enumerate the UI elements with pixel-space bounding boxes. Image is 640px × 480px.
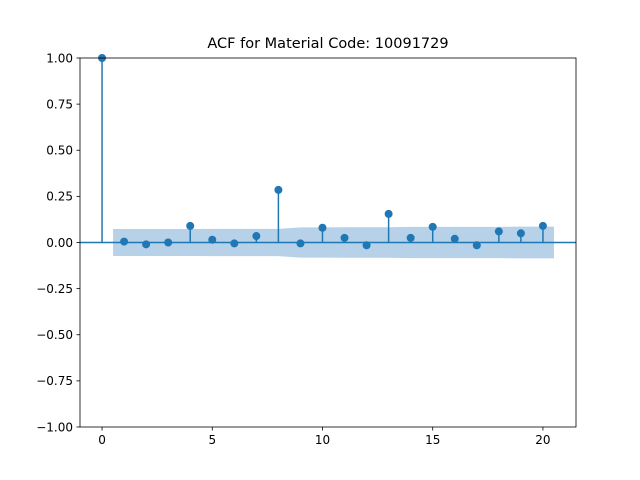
acf-stem-lag-8 [274,185,283,243]
stem-marker [274,185,283,194]
stem-marker [516,229,525,238]
acf-stem-lag-1 [120,237,129,246]
acf-stem-lag-11 [340,233,349,243]
x-tick-label: 15 [425,433,440,447]
acf-stem-lag-9 [296,239,305,248]
acf-stem-lag-20 [538,221,547,243]
acf-stem-lag-2 [142,240,151,249]
x-tick: 10 [315,427,330,447]
stem-marker [230,239,239,248]
stem-marker [296,239,305,248]
acf-stem-lag-0 [98,54,107,243]
y-tick: −1.00 [36,420,80,434]
x-axis-ticks: 0 5 10 15 20 [98,427,551,447]
y-tick: 0.50 [46,144,80,158]
acf-stem-lag-7 [252,232,261,243]
stem-marker [450,234,459,243]
stem-marker [428,222,437,231]
x-tick-label: 0 [98,433,106,447]
x-tick-label: 10 [315,433,330,447]
y-tick: 0.25 [46,190,80,204]
stem-marker [362,241,371,250]
y-tick-label: 0.75 [46,97,73,111]
y-tick-label: −1.00 [36,420,73,434]
acf-stem-lag-13 [384,209,393,243]
acf-stem-lag-16 [450,234,459,243]
y-tick-label: −0.75 [36,374,73,388]
acf-stem-lag-14 [406,233,415,243]
acf-stem-lag-18 [494,227,503,243]
stem-marker [252,232,261,241]
stem-marker [208,235,217,244]
acf-stem-lag-15 [428,222,437,243]
y-tick: 1.00 [46,51,80,65]
stem-marker [318,223,327,232]
y-tick: −0.75 [36,374,80,388]
stem-marker [164,238,173,247]
y-tick-label: 0.50 [46,144,73,158]
y-tick: 0.75 [46,97,80,111]
x-tick: 5 [208,427,216,447]
y-tick: 0.00 [46,236,80,250]
x-tick-label: 5 [208,433,216,447]
stem-marker [384,209,393,218]
x-tick: 0 [98,427,106,447]
stem-marker [494,227,503,236]
acf-stem-lag-4 [186,221,195,243]
chart-title: ACF for Material Code: 10091729 [207,36,448,52]
y-tick-label: −0.25 [36,282,73,296]
stem-marker [120,237,129,246]
stem-layer [98,54,547,250]
y-tick-label: −0.50 [36,328,73,342]
y-tick-label: 1.00 [46,51,73,65]
stem-marker [406,233,415,242]
y-axis-ticks: −1.00 −0.75 −0.50 −0.25 0.00 0.25 0.50 0.75 1.00 [36,51,80,434]
stem-marker [142,240,151,249]
y-tick-label: 0.00 [46,236,73,250]
stem-marker [186,221,195,230]
acf-stem-lag-19 [516,229,525,243]
acf-stem-lag-6 [230,239,239,248]
stem-marker [538,221,547,230]
stem-marker [340,233,349,242]
acf-stem-lag-12 [362,241,371,250]
acf-stem-lag-10 [318,223,327,243]
stem-marker [472,241,481,250]
y-tick: −0.50 [36,328,80,342]
y-tick: −0.25 [36,282,80,296]
acf-stem-lag-5 [208,235,217,244]
acf-stem-lag-3 [164,238,173,247]
x-tick-label: 20 [535,433,550,447]
y-tick-label: 0.25 [46,190,73,204]
x-tick: 15 [425,427,440,447]
x-tick: 20 [535,427,551,447]
acf-stem-lag-17 [472,241,481,250]
